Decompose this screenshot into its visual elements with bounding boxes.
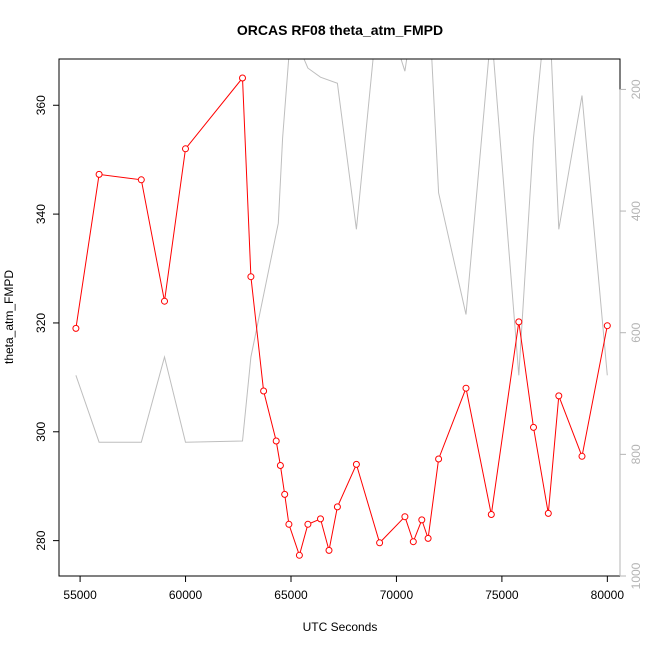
primary-data-point [239,74,246,82]
y2-tick-label: 400 [629,201,643,221]
primary-data-point [530,423,537,431]
x-tick-label: 70000 [380,588,414,602]
primary-data-point [161,297,168,305]
primary-data-point [515,318,523,326]
y-tick-label: 340 [34,204,48,224]
primary-data-point [462,384,470,392]
secondary-series-layer [75,59,608,443]
y-tick-label: 360 [34,95,48,115]
y-axis-label: theta_atm_FMPD [2,270,16,364]
primary-data-point [295,551,303,559]
y-tick-label: 280 [34,530,48,550]
primary-data-point [487,511,495,518]
y-axis: 280 300 320 340 360 [34,95,60,551]
primary-data-point [72,324,80,332]
y2-tick-label: 200 [629,79,643,99]
primary-data-point [409,538,417,546]
x-axis-label: UTC Seconds [303,620,378,634]
primary-data-point [401,513,409,521]
y-tick-label: 300 [34,421,48,441]
y-tick-label: 320 [34,313,48,333]
primary-data-point [555,392,563,400]
y2-tick-label: 800 [629,444,643,464]
primary-data-point [272,437,280,445]
primary-data-point [418,516,426,524]
primary-data-point [603,322,611,330]
y2-axis: 200 400 600 800 1000 [619,79,643,589]
primary-data-point [544,509,552,517]
primary-data-point [317,515,324,523]
primary-data-point [276,462,284,469]
x-tick-label: 60000 [169,588,203,602]
primary-data-point [247,273,255,281]
y2-tick-label: 1000 [629,562,643,589]
y2-tick-label: 600 [629,322,643,342]
primary-data-point [333,503,341,511]
primary-data-point [285,520,293,528]
primary-data-point [578,452,586,460]
x-tick-label: 55000 [63,588,97,602]
primary-data-point [182,145,189,153]
primary-data-point [376,539,384,547]
x-tick-label: 75000 [485,588,519,602]
primary-data-point [95,170,103,178]
primary-data-point [424,534,432,542]
primary-series-line [75,76,608,558]
plot-frame [58,58,621,577]
x-tick-label: 80000 [591,588,625,602]
primary-data-point [304,520,312,528]
secondary-series-line [75,59,608,443]
primary-data-point [137,176,145,184]
primary-data-point [260,387,268,395]
primary-data-point [281,490,289,498]
x-axis: 55000 60000 65000 70000 75000 80000 [63,575,625,602]
primary-data-point [325,546,333,554]
primary-series-layer [72,74,611,559]
x-tick-label: 65000 [274,588,308,602]
primary-data-point [352,460,360,468]
primary-data-point [435,455,443,463]
chart-title: ORCAS RF08 theta_atm_FMPD [237,22,443,38]
